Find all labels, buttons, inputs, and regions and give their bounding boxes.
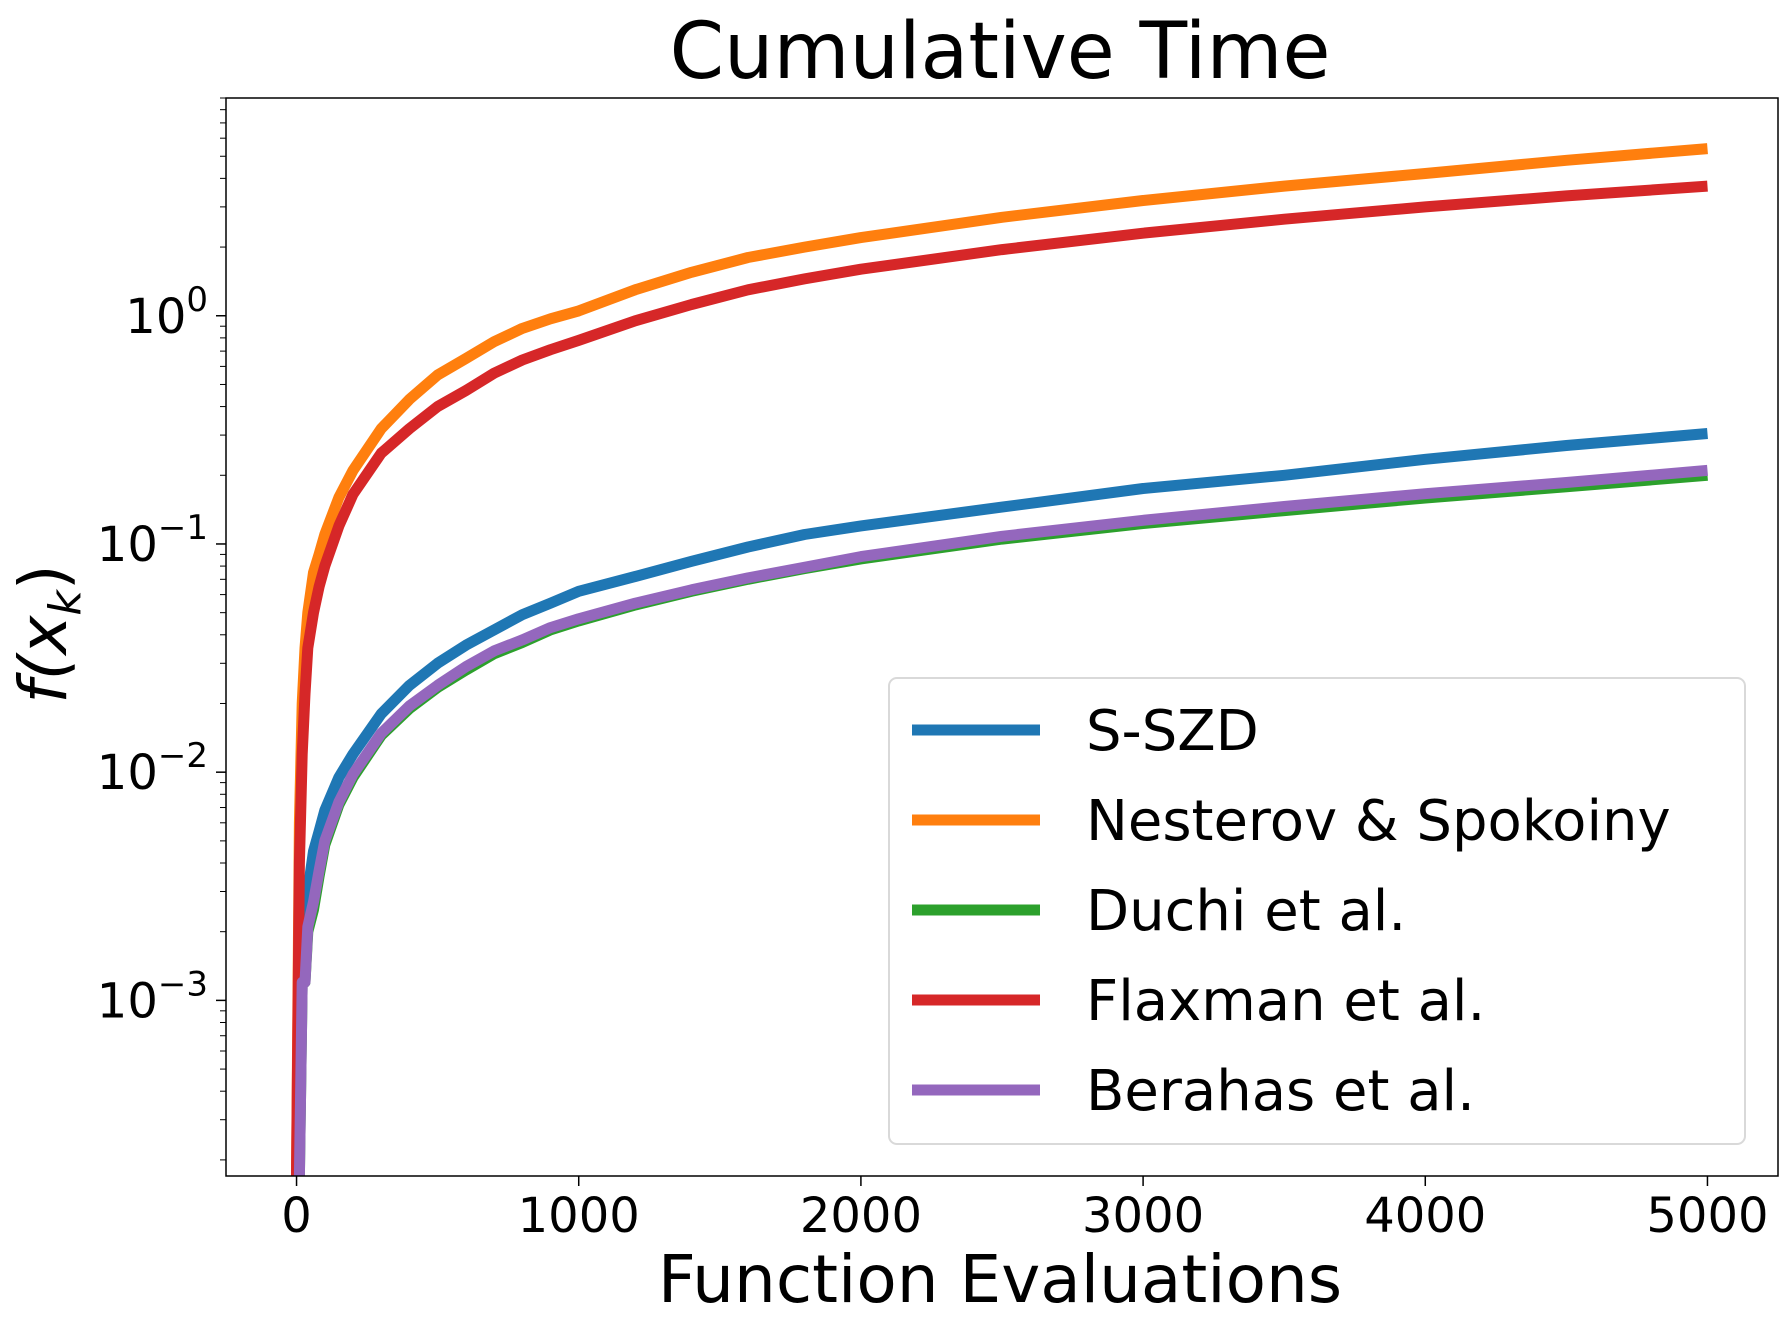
legend-box — [888, 677, 1746, 1145]
x-tick-label: 2000 — [800, 1188, 922, 1244]
x-tick-label: 0 — [281, 1188, 312, 1244]
x-tick-label: 5000 — [1646, 1188, 1768, 1244]
x-axis-label: Function Evaluations — [658, 1241, 1342, 1318]
legend-items: S-SZD Nesterov & Spokoiny Duchi et al. Flax… — [912, 699, 1671, 1124]
y-axis-ticks: 100 10−1 10−2 10−3 — [97, 97, 226, 1161]
series-lines — [291, 143, 1708, 1176]
legend-label: Duchi et al. — [1086, 879, 1406, 944]
legend-label: Flaxman et al. — [1086, 969, 1485, 1034]
series-line-2 — [291, 143, 1708, 1176]
legend-label: S-SZD — [1086, 699, 1259, 764]
series-line-5 — [293, 464, 1708, 1176]
legend: S-SZD Nesterov & Spokoiny Duchi et al. Flax… — [888, 677, 1746, 1145]
y-tick-label: 10−2 — [97, 736, 208, 801]
legend-label: Berahas et al. — [1086, 1059, 1475, 1124]
x-tick-label: 1000 — [518, 1188, 640, 1244]
x-axis-ticks: 0 1000 2000 3000 4000 5000 — [281, 1176, 1769, 1244]
y-axis-label: f(xk) — [5, 564, 91, 703]
y-tick-label: 10−3 — [97, 964, 208, 1029]
y-tick-label: 10−1 — [97, 508, 208, 573]
x-tick-label: 3000 — [1082, 1188, 1204, 1244]
x-tick-label: 4000 — [1364, 1188, 1486, 1244]
chart-title: Cumulative Time — [670, 7, 1331, 97]
series-line-1 — [291, 428, 1708, 1176]
legend-label: Nesterov & Spokoiny — [1086, 789, 1671, 854]
y-axis-label-close: ) — [5, 564, 82, 590]
y-tick-label: 100 — [125, 280, 208, 345]
series-line-4 — [291, 180, 1708, 1176]
y-axis-label-subscript: k — [40, 589, 91, 616]
y-axis-label-main: f(x — [5, 615, 82, 704]
plot-frame — [225, 97, 1779, 1177]
